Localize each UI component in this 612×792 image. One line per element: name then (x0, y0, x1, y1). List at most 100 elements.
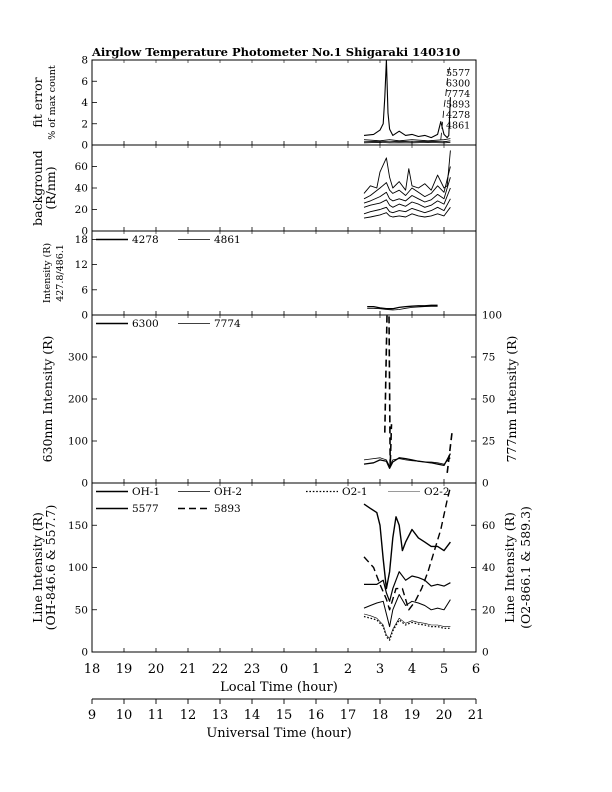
panel-frames (91, 59, 477, 653)
series-line-fit-3 (363, 141, 451, 144)
legend-label: 6300 (132, 318, 159, 330)
legend-label: 4278 (132, 234, 159, 246)
ut-tick-label: 19 (404, 708, 421, 723)
y-tick-label: 300 (68, 352, 88, 364)
legend-label: O2-1 (342, 486, 368, 498)
series-line-fit-1 (363, 138, 451, 142)
local-time-tick-label: 0 (280, 662, 288, 677)
y-tick-label: 50 (75, 604, 88, 616)
y2-tick-label: 60 (482, 520, 495, 532)
local-time-tick-label: 1 (312, 662, 320, 677)
panel-frame-red (91, 314, 477, 484)
ut-tick-label: 14 (244, 708, 261, 723)
ut-tick-label: 13 (212, 708, 229, 723)
series-line-red-3 (446, 432, 453, 473)
y-axis-label: % of max count (47, 65, 58, 140)
legend-label: 6300 (446, 79, 470, 90)
series-line-red-1 (363, 457, 451, 467)
series-line-background-3 (363, 187, 451, 208)
ut-tick-label: 17 (340, 708, 357, 723)
ut-tick-label: 16 (308, 708, 325, 723)
legend-label: O2-2 (424, 486, 450, 498)
y-tick-label: 0 (81, 226, 88, 238)
legend-label: 7774 (214, 318, 241, 330)
y-axis-label: fit error (30, 77, 45, 127)
y-tick-label: 8 (81, 55, 88, 67)
y-tick-label: 200 (68, 394, 88, 406)
y-axis-label: (OH-846.6 & 557.7) (43, 505, 58, 631)
panel-frame-fit (91, 59, 477, 146)
local-time-tick-label: 5 (440, 662, 448, 677)
local-time-tick-label: 18 (84, 662, 101, 677)
y-tick-label: 150 (68, 520, 88, 532)
y-tick-label: 6 (81, 76, 88, 88)
local-time-tick-label: 6 (472, 662, 480, 677)
ut-tick-label: 21 (468, 708, 485, 723)
y2-tick-label: 25 (482, 436, 495, 448)
local-time-tick-label: 20 (148, 662, 165, 677)
y-tick-label: 12 (75, 259, 88, 271)
y-tick-label: 0 (81, 647, 88, 659)
series-line-line-3 (363, 615, 451, 641)
y-tick-label: 0 (81, 310, 88, 322)
y2-axis-label: Line Intensity (R) (502, 512, 517, 623)
y-tick-label: 18 (75, 234, 88, 246)
y2-axis-label: 777nm Intensity (R) (504, 336, 519, 463)
series-line-background-1 (363, 166, 451, 200)
y-axis-label: 427.8/486.1 (55, 244, 66, 302)
series-line-background-0 (363, 150, 451, 194)
legend-label: OH-1 (132, 486, 160, 498)
y-axis-label: background (30, 150, 45, 226)
y-tick-label: 6 (81, 284, 88, 296)
chart-title: Airglow Temperature Photometer No.1 Shig… (91, 45, 460, 59)
series-line-fit-0 (363, 59, 451, 139)
y-axis-label: Intensity (R) (42, 243, 53, 303)
series-line-fit-4 (440, 65, 451, 140)
local-time-axis-label: Local Time (hour) (220, 680, 338, 695)
y2-tick-label: 0 (482, 647, 489, 659)
legend-label: 5893 (214, 503, 241, 515)
y-tick-label: 2 (81, 118, 88, 130)
ut-tick-label: 15 (276, 708, 293, 723)
legend-label: 5577 (446, 68, 470, 79)
ut-tick-label: 9 (88, 708, 96, 723)
local-time-tick-label: 22 (212, 662, 229, 677)
y-axis-label: 630nm Intensity (R) (40, 336, 55, 463)
legend-label: OH-2 (214, 486, 242, 498)
series-line-line-4 (363, 613, 451, 639)
ut-tick-label: 10 (116, 708, 133, 723)
series-line-line-0 (363, 503, 451, 590)
y-tick-label: 4 (81, 97, 88, 109)
legend-label: 4278 (446, 110, 470, 121)
legend-label: 5893 (446, 100, 470, 111)
y-tick-label: 60 (75, 161, 88, 173)
series-line-red-0 (363, 453, 451, 469)
series-line-blue-0 (367, 304, 438, 310)
series-layer (363, 59, 453, 641)
series-line-blue-1 (367, 306, 438, 311)
ut-tick-label: 18 (372, 708, 389, 723)
series-line-background-2 (363, 177, 451, 204)
y2-tick-label: 100 (482, 310, 502, 322)
ut-axis-label: Universal Time (hour) (206, 726, 351, 741)
ut-tick-label: 20 (436, 708, 453, 723)
y-tick-label: 0 (81, 140, 88, 152)
y-tick-label: 20 (75, 204, 88, 216)
local-time-tick-label: 3 (376, 662, 384, 677)
series-line-line-2 (363, 594, 451, 628)
legend-label: 4861 (214, 234, 241, 246)
y2-tick-label: 0 (482, 478, 489, 490)
series-line-background-5 (363, 207, 451, 219)
local-time-tick-label: 21 (180, 662, 197, 677)
legend-label: 4861 (446, 121, 470, 132)
local-time-tick-label: 4 (408, 662, 416, 677)
y2-tick-label: 75 (482, 352, 495, 364)
y-tick-label: 40 (75, 183, 88, 195)
series-line-fit-2 (363, 140, 451, 143)
ut-tick-label: 11 (148, 708, 165, 723)
local-time-tick-label: 19 (116, 662, 133, 677)
series-line-red-2 (384, 314, 393, 467)
